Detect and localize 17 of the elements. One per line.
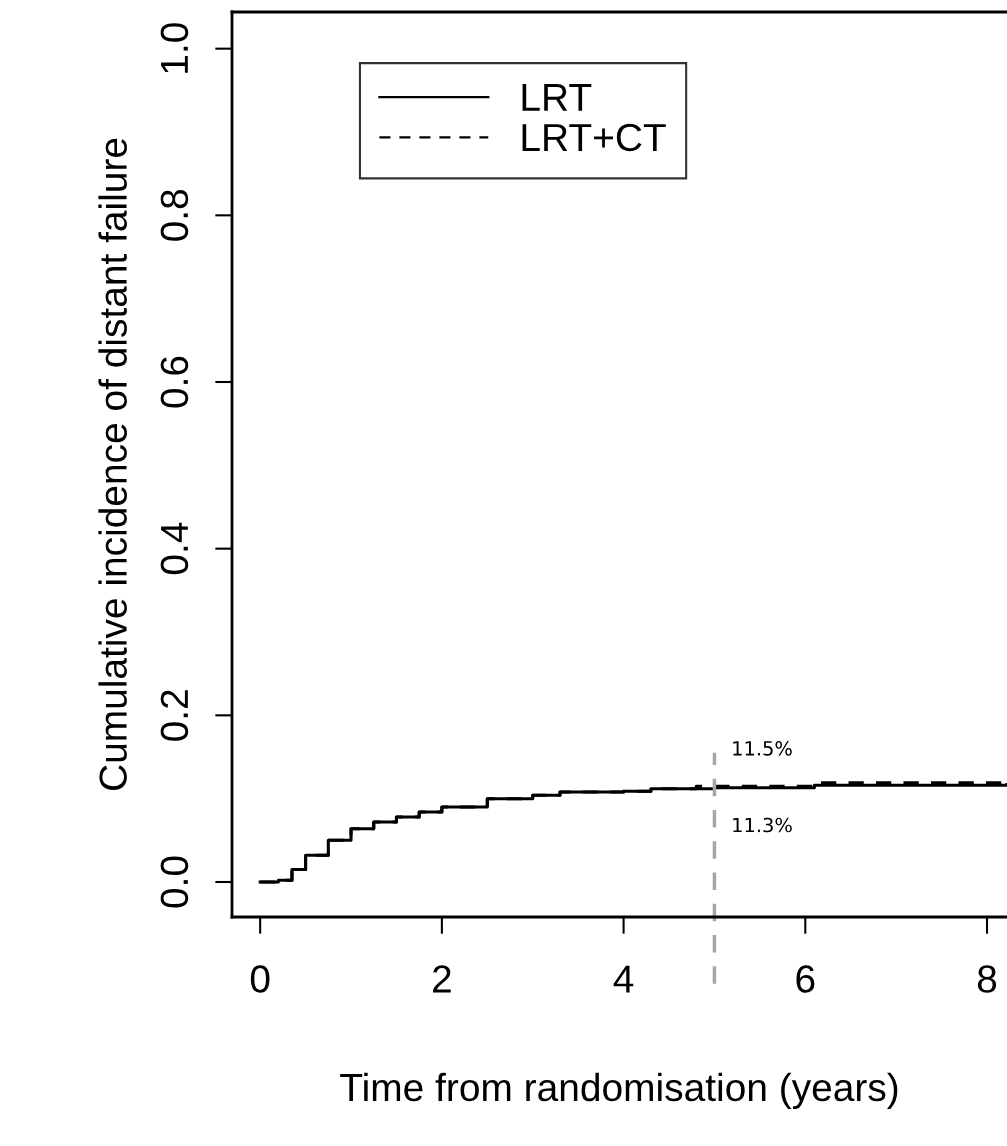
x-tick-label: 2 <box>433 965 451 993</box>
y-tick-label: 0.0 <box>160 856 189 908</box>
x-tick-label: 4 <box>613 965 634 993</box>
annotation: 11.3% <box>733 817 792 833</box>
legend-label: LRT+CT <box>522 123 666 152</box>
y-tick-label: 0.8 <box>160 189 189 241</box>
annotation: 11.5% <box>733 740 792 756</box>
y-tick-label: 1.0 <box>160 23 189 73</box>
y-tick-label: 0.2 <box>160 690 189 741</box>
y-axis-title: Cumulative incidence of distant failure <box>98 138 127 790</box>
y-tick-label: 0.6 <box>160 356 189 408</box>
x-tick-label: 0 <box>250 965 270 993</box>
x-tick-label: 6 <box>796 965 815 993</box>
x-tick-label: 8 <box>977 965 997 993</box>
x-axis-title: Time from randomisation (years) <box>340 1072 898 1109</box>
y-tick-label: 0.4 <box>160 522 189 575</box>
legend-label: LRT <box>522 83 592 111</box>
